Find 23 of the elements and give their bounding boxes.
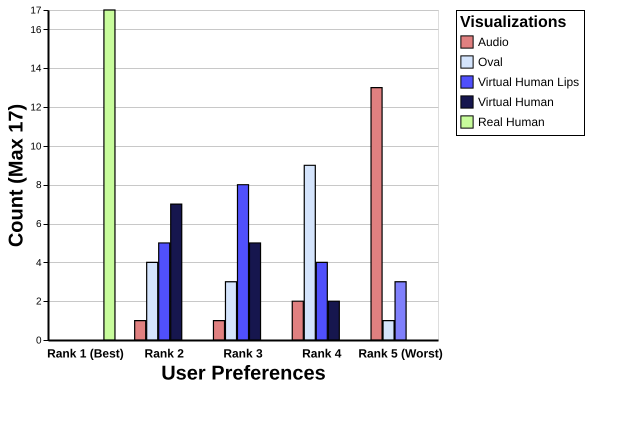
legend-title: Visualizations — [460, 14, 567, 31]
x-tick-label: Rank 3 — [223, 346, 263, 360]
x-tick-label: Rank 2 — [144, 346, 184, 360]
y-tick-label: 16 — [30, 24, 42, 36]
y-axis-title: Count (Max 17) — [5, 104, 28, 248]
legend-label: Audio — [478, 35, 510, 49]
x-tick-label: Rank 5 (Worst) — [358, 346, 443, 360]
y-tick-label: 17 — [30, 6, 42, 16]
x-tick-label: Rank 1 (Best) — [47, 346, 124, 360]
legend-label: Oval — [478, 55, 503, 69]
y-tick-label: 2 — [36, 296, 42, 308]
legend-label: Virtual Human — [478, 95, 554, 109]
legend-label: Real Human — [478, 115, 545, 129]
y-tick-label: 14 — [30, 64, 42, 75]
y-tick-label: 10 — [30, 141, 42, 152]
x-axis-title: User Preferences — [161, 362, 326, 384]
x-tick-label: Rank 4 — [302, 346, 342, 360]
y-tick-label: 4 — [36, 258, 42, 269]
y-tick-label: 0 — [36, 336, 42, 346]
legend-label: Virtual Human Lips — [478, 75, 580, 89]
y-tick-label: 8 — [36, 180, 42, 192]
y-tick-label: 6 — [36, 219, 42, 230]
y-tick-label: 12 — [30, 102, 42, 114]
